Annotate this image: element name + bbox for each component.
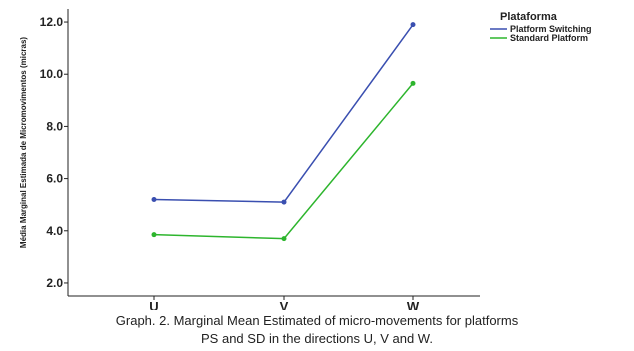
data-point (410, 22, 416, 28)
y-tick-label: 6.0 (46, 172, 63, 186)
data-point (281, 236, 287, 242)
y-axis: 2.0 4.0 6.0 8.0 10.0 12.0 (40, 9, 69, 296)
chart-caption-line-2: PS and SD in the directions U, V and W. (201, 331, 433, 346)
series-line (153, 82, 414, 240)
data-point (281, 199, 287, 205)
data-point (410, 80, 416, 86)
series-standard-platform (151, 80, 416, 242)
series-line (153, 24, 414, 203)
legend-title: Plataforma (500, 11, 558, 23)
y-tick-label: 2.0 (46, 276, 63, 290)
legend-label: Platform Switching (510, 24, 592, 34)
y-axis-title: Média Marginal Estimada de Micromoviment… (19, 37, 28, 249)
x-tick-label: W (407, 299, 420, 310)
x-tick-label: V (280, 299, 289, 310)
y-tick-label: 10.0 (40, 67, 64, 81)
series-layer (151, 22, 416, 242)
x-tick-label: U (149, 299, 158, 310)
legend-label: Standard Platform (510, 33, 588, 43)
chart-caption-line-1: Graph. 2. Marginal Mean Estimated of mic… (115, 313, 519, 328)
y-tick-label: 12.0 (40, 15, 64, 29)
line-chart: 2.0 4.0 6.0 8.0 10.0 12.0 U V W Média Marginal … (19, 9, 592, 310)
y-tick-label: 4.0 (46, 224, 63, 238)
series-platform-switching (151, 22, 416, 205)
data-point (151, 196, 157, 202)
x-axis: U V W (68, 295, 480, 310)
y-tick-label: 8.0 (46, 119, 63, 133)
data-point (151, 232, 157, 238)
